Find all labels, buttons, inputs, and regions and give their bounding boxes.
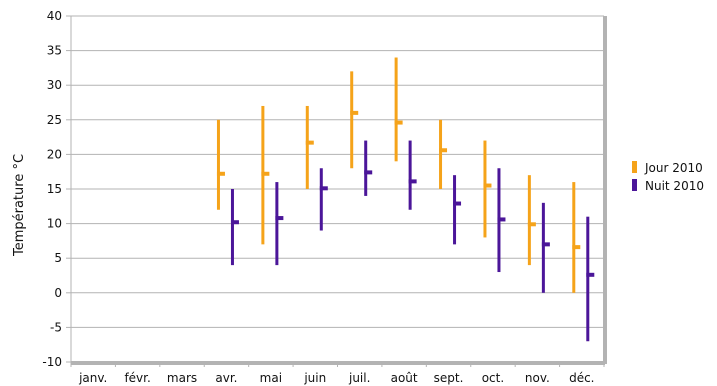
- y-tick-label: 10: [47, 217, 62, 231]
- mean-marker-nuit: [497, 217, 506, 222]
- y-tick-label: 25: [47, 113, 62, 127]
- x-tick-label: juil.: [348, 371, 370, 385]
- mean-marker-nuit: [541, 242, 550, 247]
- mean-marker-jour: [350, 110, 359, 115]
- x-tick-label: oct.: [482, 371, 504, 385]
- range-bar-nuit: [364, 140, 368, 196]
- mean-marker-jour: [305, 140, 314, 145]
- y-tick-label: -10: [42, 355, 62, 369]
- y-axis-title: Température °C: [12, 154, 27, 257]
- x-tick-label: nov.: [525, 371, 550, 385]
- range-bar-jour: [394, 57, 398, 162]
- y-tick-label: 40: [47, 9, 62, 23]
- x-tick-label: janv.: [78, 371, 107, 385]
- mean-marker-jour: [261, 171, 270, 176]
- x-tick-label: août: [391, 371, 418, 385]
- x-tick-label: févr.: [124, 371, 150, 385]
- x-tick-label: sept.: [434, 371, 464, 385]
- legend-swatch-jour: [632, 161, 637, 173]
- range-bar-jour: [527, 175, 531, 266]
- mean-marker-jour: [394, 120, 403, 125]
- range-bar-nuit: [319, 168, 323, 231]
- y-tick-label: 20: [47, 147, 62, 161]
- x-tick-label: mars: [167, 371, 197, 385]
- range-bar-jour: [216, 119, 220, 210]
- x-tick-label: déc.: [569, 371, 594, 385]
- mean-marker-nuit: [408, 179, 417, 184]
- legend-label: Jour 2010: [644, 161, 703, 175]
- mean-marker-jour: [216, 171, 225, 176]
- range-bar-jour: [483, 140, 487, 238]
- x-tick-label: avr.: [215, 371, 237, 385]
- y-tick-label: -5: [50, 320, 62, 334]
- range-bar-jour: [439, 119, 443, 189]
- x-tick-label: juin: [303, 371, 326, 385]
- legend-swatch-nuit: [632, 179, 637, 191]
- mean-marker-nuit: [275, 216, 284, 221]
- mean-marker-nuit: [364, 170, 373, 175]
- mean-marker-jour: [527, 222, 536, 227]
- mean-marker-jour: [483, 183, 492, 188]
- range-bar-nuit: [586, 216, 590, 342]
- plot-area: -10 -5 0 5 10 15 20 25 30 35 40 janv. févr. mars avr. m…: [42, 9, 607, 385]
- y-tick-label: 30: [47, 78, 62, 92]
- y-tick-label: 35: [47, 44, 62, 58]
- range-bar-nuit: [275, 182, 279, 266]
- y-tick-label: 15: [47, 182, 62, 196]
- range-bar-nuit: [408, 140, 412, 210]
- range-bar-nuit: [541, 202, 545, 293]
- range-bar-nuit: [453, 175, 457, 245]
- range-bar-jour: [572, 182, 576, 293]
- range-bar-jour: [305, 105, 309, 189]
- legend-label: Nuit 2010: [645, 179, 704, 193]
- mean-marker-nuit: [230, 220, 239, 225]
- legend: Jour 2010 Nuit 2010: [632, 161, 704, 193]
- y-tick-label: 0: [54, 286, 62, 300]
- mean-marker-nuit: [319, 186, 328, 191]
- range-bar-nuit: [230, 189, 234, 266]
- mean-marker-jour: [439, 148, 448, 153]
- mean-marker-jour: [572, 245, 581, 250]
- range-bar-jour: [350, 71, 354, 169]
- y-tick-label: 5: [54, 251, 62, 265]
- mean-marker-nuit: [453, 201, 462, 206]
- mean-marker-nuit: [586, 272, 595, 277]
- x-tick-label: mai: [260, 371, 282, 385]
